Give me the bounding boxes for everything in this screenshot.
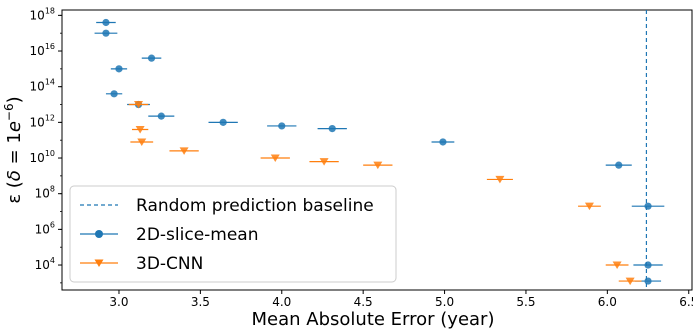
data-point-2d-slice-mean [157,112,165,120]
x-tick-label: 5.0 [435,295,454,309]
x-tick-label: 3.5 [191,295,210,309]
legend-series-1-label: 2D-slice-mean [136,225,259,245]
legend-baseline-label: Random prediction baseline [136,196,374,216]
legend-series-2-label: 3D-CNN [136,254,203,274]
data-point-3d-cnn [373,161,383,170]
y-tick-label: 106 [35,220,55,236]
data-point-3d-cnn [135,125,145,134]
data-point-3d-cnn [179,147,189,155]
x-tick-label: 5.5 [516,295,535,309]
x-axis-ticks: 3.0 3.5 4.0 4.5 5.0 5.5 6.0 6.5 [109,290,693,309]
data-point-2d-slice-mean [278,122,286,130]
y-tick-label: 1014 [30,78,55,94]
data-point-2d-slice-mean [110,90,118,98]
data-point-2d-slice-mean [147,54,156,62]
data-point-3d-cnn [134,101,144,109]
data-point-2d-slice-mean [219,118,227,126]
data-point-3d-cnn [584,202,594,211]
data-point-2d-slice-mean [102,18,110,27]
y-tick-label: 108 [35,185,55,201]
legend: Random prediction baseline 2D-slice-mean… [69,185,397,283]
x-tick-label: 6.5 [679,295,693,309]
y-tick-label: 1018 [30,6,55,22]
data-point-3d-cnn [625,277,635,286]
data-point-2d-slice-mean [115,65,123,73]
legend-series-2-swatch [80,259,118,267]
plot-frame [61,9,693,291]
y-tick-label: 104 [35,256,55,272]
data-point-3d-cnn [319,158,329,166]
x-tick-label: 4.5 [354,295,373,309]
x-tick-label: 4.0 [272,295,291,309]
data-point-2d-slice-mean [102,29,110,37]
data-point-3d-cnn [137,138,147,146]
data-marks [94,10,665,290]
data-point-2d-slice-mean [328,124,336,133]
y-axis-ticks: 1018 1016 1014 1012 1010 108 106 104 [30,6,62,284]
legend-box [69,185,397,283]
data-point-3d-cnn [612,261,622,270]
x-tick-label: 6.0 [598,295,617,309]
y-axis-label: ε (δ = 1e−6) [2,96,25,203]
y-tick-label: 1012 [30,113,55,129]
x-tick-label: 3.0 [109,295,128,309]
y-tick-label: 1010 [30,149,55,165]
data-point-3d-cnn [495,175,505,184]
data-point-2d-slice-mean [439,138,447,146]
data-point-2d-slice-mean [644,261,652,269]
data-point-2d-slice-mean [615,161,623,169]
y-tick-label: 1016 [30,42,55,58]
data-point-3d-cnn [270,154,280,163]
legend-series-1-swatch [80,230,118,238]
data-point-2d-slice-mean [644,277,652,285]
x-axis-label: Mean Absolute Error (year) [252,309,495,330]
data-point-2d-slice-mean [644,202,652,210]
